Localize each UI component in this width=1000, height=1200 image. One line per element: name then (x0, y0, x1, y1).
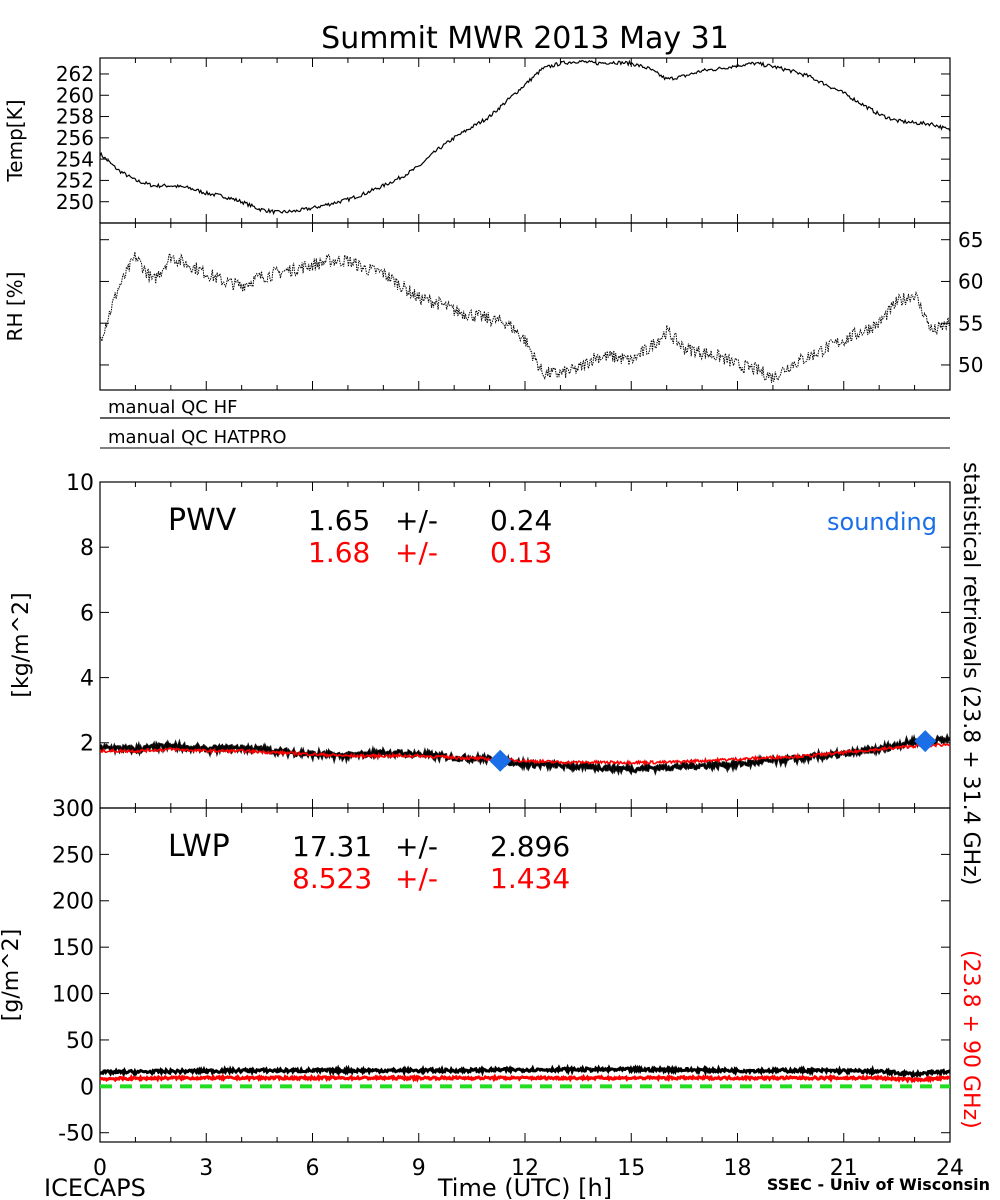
x-tick-label: 15 (617, 1156, 645, 1181)
panel-pwv: 0 2 4 6 8 10 [kg/m^2] PWV 1.65 +/- 0.24 1.68 +/- 0.13… (9, 471, 951, 822)
pwv-stat-red-std: 0.13 (490, 536, 552, 569)
panel-relative-humidity: 50 55 60 65 RH [%] (3, 222, 983, 391)
sounding-legend: sounding (827, 508, 937, 536)
temperature-y-tick-label: 250 (56, 190, 94, 214)
pwv-y-tick-label: 0 (80, 797, 94, 822)
lwp-y-axis-label: [g/m^2] (0, 929, 24, 1021)
pwv-stat-black-mean: 1.65 (308, 504, 370, 537)
lwp-series-red (100, 1074, 950, 1083)
qc-flag-hf: manual QC HF (108, 397, 237, 418)
relative-humidity-y-tick-label: 65 (958, 228, 983, 252)
sounding-marker (489, 749, 512, 772)
x-tick-label: 3 (199, 1156, 213, 1181)
panel-lwp: -50 0 50 100 150 200 250 300 [g/m^2] 0 3 6 9 12 15 18 21… (0, 797, 964, 1181)
relative-humidity-y-tick-label: 60 (958, 270, 983, 294)
temperature-y-tick-label: 260 (56, 83, 94, 107)
relative-humidity-y-tick-label: 55 (958, 311, 983, 335)
pwv-label: PWV (168, 503, 237, 538)
pwv-y-tick-label: 8 (80, 536, 94, 561)
lwp-y-tick-label: -50 (58, 1122, 94, 1147)
lwp-stat-black-mean: 17.31 (292, 830, 372, 863)
lwp-series-black (100, 1065, 950, 1078)
lwp-y-tick-label: 0 (80, 1075, 94, 1100)
temperature-y-tick-label: 258 (56, 105, 94, 129)
x-tick-label: 21 (830, 1156, 858, 1181)
x-tick-label: 9 (412, 1156, 426, 1181)
pwv-series-black (100, 735, 950, 774)
x-tick-label: 24 (936, 1156, 964, 1181)
qc-flags: manual QC HF manual QC HATPRO (100, 397, 950, 449)
qc-flag-hatpro: manual QC HATPRO (108, 427, 287, 448)
temperature-y-axis-label: Temp[K] (3, 99, 27, 182)
pwv-stat-black-std: 0.24 (490, 504, 552, 537)
relative-humidity-y-tick-label: 50 (958, 353, 983, 377)
pwv-y-tick-label: 2 (80, 732, 94, 757)
side-label-red: (23.8 + 90 GHz) (958, 950, 983, 1129)
lwp-stat-red-pm: +/- (395, 862, 438, 895)
pwv-stat-black-pm: +/- (395, 504, 438, 537)
lwp-y-tick-label: 250 (52, 843, 94, 868)
side-label-black: statistical retrievals (23.8 + 31.4 GHz) (958, 462, 983, 885)
sounding-marker (914, 730, 937, 753)
footer-right: SSEC - Univ of Wisconsin (767, 1175, 990, 1194)
pwv-y-tick-label: 4 (80, 667, 94, 692)
lwp-label: LWP (168, 829, 230, 864)
pwv-stat-red-pm: +/- (395, 536, 438, 569)
pwv-stat-red-mean: 1.68 (308, 536, 370, 569)
chart-title: Summit MWR 2013 May 31 (321, 21, 729, 56)
lwp-stat-black-std: 2.896 (490, 830, 570, 863)
lwp-stat-red-mean: 8.523 (292, 862, 372, 895)
lwp-y-tick-label: 50 (66, 1029, 94, 1054)
footer-left: ICECAPS (44, 1174, 146, 1200)
lwp-y-tick-label: 300 (52, 797, 94, 822)
lwp-y-tick-label: 200 (52, 890, 94, 915)
pwv-y-tick-label: 6 (80, 601, 94, 626)
lwp-y-tick-label: 100 (52, 982, 94, 1007)
temperature-y-tick-label: 256 (56, 126, 94, 150)
temperature-y-tick-label: 262 (56, 62, 94, 86)
lwp-stat-red-std: 1.434 (490, 862, 570, 895)
pwv-y-tick-label: 10 (66, 471, 94, 496)
pwv-y-axis-label: [kg/m^2] (9, 592, 34, 697)
x-tick-label: 0 (93, 1156, 107, 1181)
temperature-y-tick-label: 254 (56, 147, 94, 171)
x-axis-label: Time (UTC) [h] (437, 1174, 612, 1200)
temperature-series-black (100, 59, 950, 216)
x-tick-label: 18 (724, 1156, 752, 1181)
lwp-y-tick-label: 150 (52, 936, 94, 961)
lwp-stat-black-pm: +/- (395, 830, 438, 863)
x-tick-label: 6 (306, 1156, 320, 1181)
relative-humidity-series-black (100, 251, 950, 383)
temperature-y-tick-label: 252 (56, 169, 94, 193)
relative-humidity-y-axis-label: RH [%] (3, 272, 27, 342)
x-tick-label: 12 (511, 1156, 539, 1181)
pwv-series-red (100, 741, 950, 766)
